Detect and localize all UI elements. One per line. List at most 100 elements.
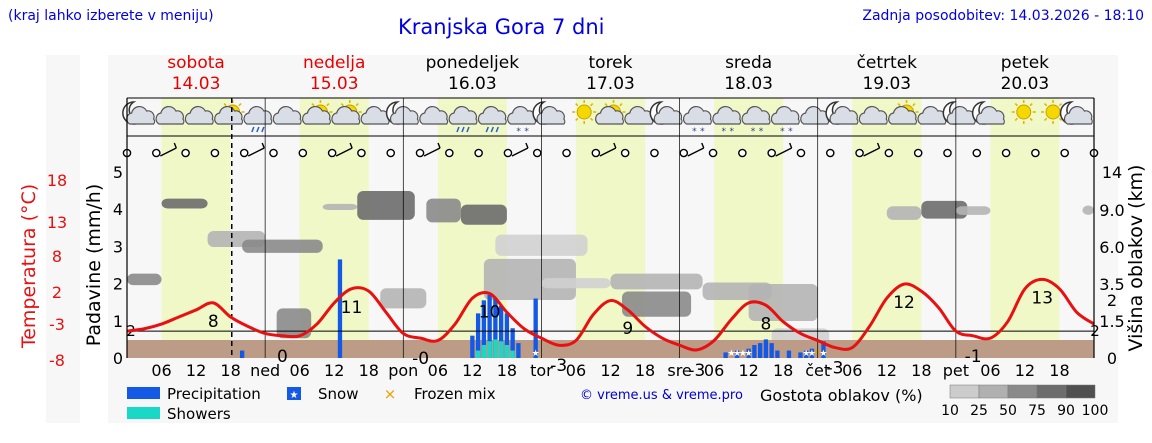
cloud-height-tick: 6.0	[1099, 238, 1124, 257]
wind-marker	[708, 148, 718, 158]
day-date: 16.03	[448, 74, 497, 94]
wind-marker	[562, 148, 571, 158]
snow-mark: ★	[745, 349, 753, 359]
cloud-shape	[419, 105, 449, 125]
cloud-shape	[858, 105, 888, 125]
wind-barb-tick	[525, 142, 529, 149]
cloud-icon	[272, 105, 302, 125]
shower-bar	[498, 341, 504, 358]
cloud-height-tick: 14	[1102, 163, 1122, 182]
precip-bar	[734, 350, 740, 358]
cloud-layer	[483, 258, 576, 300]
wind-calm-icon	[1001, 148, 1011, 158]
wind-calm-icon	[474, 148, 483, 158]
hour-tick: 12	[600, 361, 620, 380]
legend-snow-label: Snow	[318, 385, 358, 403]
precip-bar	[498, 305, 504, 358]
wind-marker	[415, 142, 441, 158]
temperature-label: 8	[760, 314, 771, 334]
cloud-icon	[858, 105, 888, 125]
precip-bar	[804, 350, 809, 358]
cloud-scale-label: 50	[999, 403, 1017, 419]
shower-bar	[475, 350, 481, 358]
cloud-layer	[541, 278, 611, 289]
cloud-shape	[155, 105, 185, 125]
temperature-label: -0	[412, 349, 429, 369]
precip-tick: 4	[113, 200, 123, 219]
wind-calm-icon	[708, 148, 718, 158]
wind-marker	[445, 148, 454, 158]
sun-ray	[238, 102, 242, 107]
precip-bar	[470, 335, 475, 358]
temp-tick: -8	[49, 351, 65, 370]
hour-tick: 12	[877, 361, 897, 380]
wind-calm-icon	[591, 148, 601, 158]
hour-tick: 12	[1015, 361, 1035, 380]
wind-barb-tick	[876, 142, 881, 149]
cloud-layer	[357, 191, 415, 220]
wind-calm-icon	[620, 148, 630, 158]
temperature-label: -3	[550, 356, 567, 376]
wind-marker	[1001, 148, 1011, 158]
sun-cloud-icon	[888, 100, 919, 125]
sun-ray	[340, 102, 344, 107]
hour-tick: 18	[497, 361, 517, 380]
wind-barb-tick	[789, 142, 793, 149]
hour-tick: 06	[428, 361, 448, 380]
wind-marker	[269, 148, 278, 158]
hour-tick: 18	[635, 361, 655, 380]
wind-marker	[884, 148, 894, 158]
hour-tick: 18	[220, 361, 240, 380]
temperature-line	[126, 277, 1095, 352]
wind-calm-icon	[1031, 148, 1040, 158]
wind-marker	[503, 142, 529, 158]
day-name: četrtek	[857, 53, 918, 73]
credit: © vreme.us & vreme.pro	[580, 388, 743, 403]
wind-barb-tick	[173, 142, 177, 149]
cloud-shape	[448, 105, 478, 125]
wind-calm-icon	[181, 148, 190, 158]
menu-hint: (kraj lahko izberete v meniju)	[8, 8, 214, 24]
shower-bar	[504, 344, 510, 358]
wind-calm-icon	[357, 148, 366, 158]
rain-cloud-icon	[448, 105, 478, 133]
rain-drop	[495, 126, 499, 133]
cloud-layer	[622, 291, 692, 317]
rain-cloud-icon	[477, 105, 507, 133]
sun-ray	[575, 102, 579, 107]
wind-barb-icon	[159, 147, 177, 157]
hour-tick: čet	[805, 361, 830, 380]
cloud-shape	[712, 105, 742, 125]
hour-tick: 06	[566, 361, 586, 380]
cloud-layer	[748, 284, 818, 321]
legend-showers-label: Showers	[167, 405, 231, 423]
hour-tick: 18	[359, 361, 379, 380]
snow-cloud-icon: * *	[712, 105, 742, 137]
snow-mark: ★	[819, 349, 827, 359]
wind-calm-icon	[796, 148, 806, 158]
wind-marker	[943, 148, 952, 158]
hour-tick: pon	[388, 361, 418, 380]
temperature-label: 11	[341, 298, 363, 318]
shower-bar	[481, 344, 487, 358]
snow-icon: ★	[290, 390, 299, 401]
hour-tick: 06	[289, 361, 309, 380]
hour-tick: 12	[186, 361, 206, 380]
hour-tick: 18	[773, 361, 793, 380]
snow-flake: *	[516, 127, 521, 137]
wind-marker	[239, 142, 265, 158]
cloud-scale-swatch	[1065, 384, 1096, 399]
hour-tick: 12	[462, 361, 482, 380]
wind-marker	[679, 142, 705, 158]
precip-bar	[533, 298, 538, 358]
moon-cloud-icon	[942, 101, 976, 125]
precip-tick: 5	[113, 163, 123, 182]
legend-precip-label: Precipitation	[167, 385, 261, 403]
cloud-scale-swatch	[1036, 384, 1067, 399]
cloud-scale-label: 75	[1028, 403, 1046, 419]
hour-tick: 06	[704, 361, 724, 380]
sun-icon	[1011, 100, 1036, 124]
wind-calm-icon	[152, 148, 161, 158]
temperature-label: 9	[622, 319, 633, 339]
wind-barb-tick	[613, 142, 617, 149]
